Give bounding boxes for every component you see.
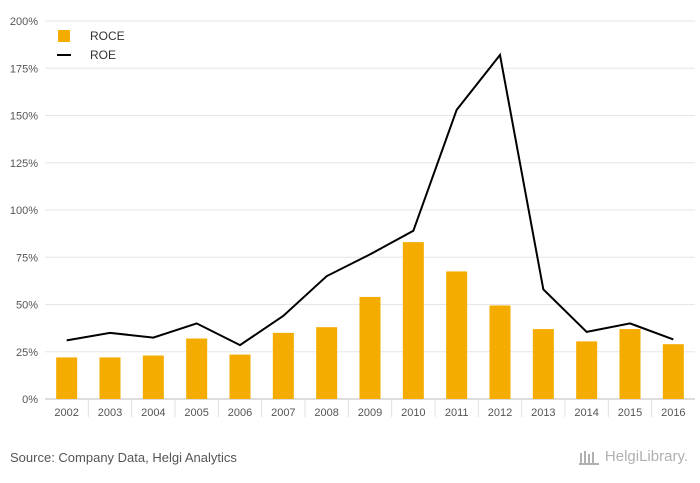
- x-tick-label: 2008: [314, 407, 338, 419]
- roce-bar: [532, 329, 554, 399]
- y-tick-label: 150%: [10, 111, 38, 123]
- x-tick-label: 2016: [661, 407, 685, 419]
- roce-bar: [99, 357, 121, 399]
- roce-bar: [272, 332, 294, 399]
- legend-roce-label: ROCE: [90, 29, 125, 43]
- x-tick-label: 2012: [488, 407, 512, 419]
- library-icon: [578, 450, 599, 465]
- roce-bar: [229, 354, 251, 399]
- roce-bar: [142, 355, 164, 399]
- legend-roe-label: ROE: [90, 48, 116, 62]
- x-tick-label: 2011: [445, 407, 469, 419]
- roe-line-group: [66, 52, 674, 347]
- y-tick-label: 100%: [10, 205, 38, 217]
- roce-bar: [662, 344, 684, 399]
- roce-bar: [402, 242, 424, 399]
- roce-bar: [56, 357, 78, 399]
- y-tick-label: 50%: [16, 300, 38, 312]
- y-tick-label: 125%: [10, 158, 38, 170]
- x-tick-label: 2005: [184, 407, 208, 419]
- roce-bars: [56, 242, 684, 399]
- x-tick-label: 2004: [141, 407, 165, 419]
- x-tick-label: 2006: [228, 407, 252, 419]
- x-tick-label: 2015: [618, 407, 642, 419]
- y-tick-label: 0%: [22, 394, 38, 406]
- brand-logo: HelgiLibrary.: [578, 448, 688, 465]
- x-tick-label: 2002: [54, 407, 78, 419]
- roce-bar: [576, 341, 598, 399]
- roce-bar: [619, 329, 641, 399]
- roce-bar: [446, 271, 468, 399]
- roce-bar: [359, 296, 381, 399]
- legend: ROCE ROE: [57, 29, 125, 62]
- x-tick-label: 2003: [98, 407, 122, 419]
- legend-roce-swatch: [58, 30, 70, 42]
- x-tick-label: 2013: [531, 407, 555, 419]
- source-note: Source: Company Data, Helgi Analytics: [10, 450, 237, 465]
- gridlines: [45, 20, 695, 400]
- x-tick-label: 2010: [401, 407, 425, 419]
- x-tick-label: 2009: [358, 407, 382, 419]
- y-tick-label: 175%: [10, 63, 38, 75]
- y-axis: 0% 25% 50% 75% 100% 125% 150% 175% 200%: [10, 16, 38, 406]
- roce-bar: [316, 327, 338, 399]
- chart: 0% 25% 50% 75% 100% 125% 150% 175% 200% 2002 2003…: [10, 16, 695, 419]
- roce-bar: [186, 338, 208, 399]
- y-tick-label: 25%: [16, 347, 38, 359]
- x-tick-label: 2007: [271, 407, 295, 419]
- y-tick-label: 200%: [10, 16, 38, 28]
- y-tick-label: 75%: [16, 252, 38, 264]
- x-axis: 2002 2003 2004 2005 2006 2007 2008 2009 2010 2011…: [54, 399, 686, 419]
- brand-name: HelgiLibrary.: [604, 448, 688, 465]
- x-tick-label: 2014: [574, 407, 598, 419]
- roce-bar: [489, 305, 511, 399]
